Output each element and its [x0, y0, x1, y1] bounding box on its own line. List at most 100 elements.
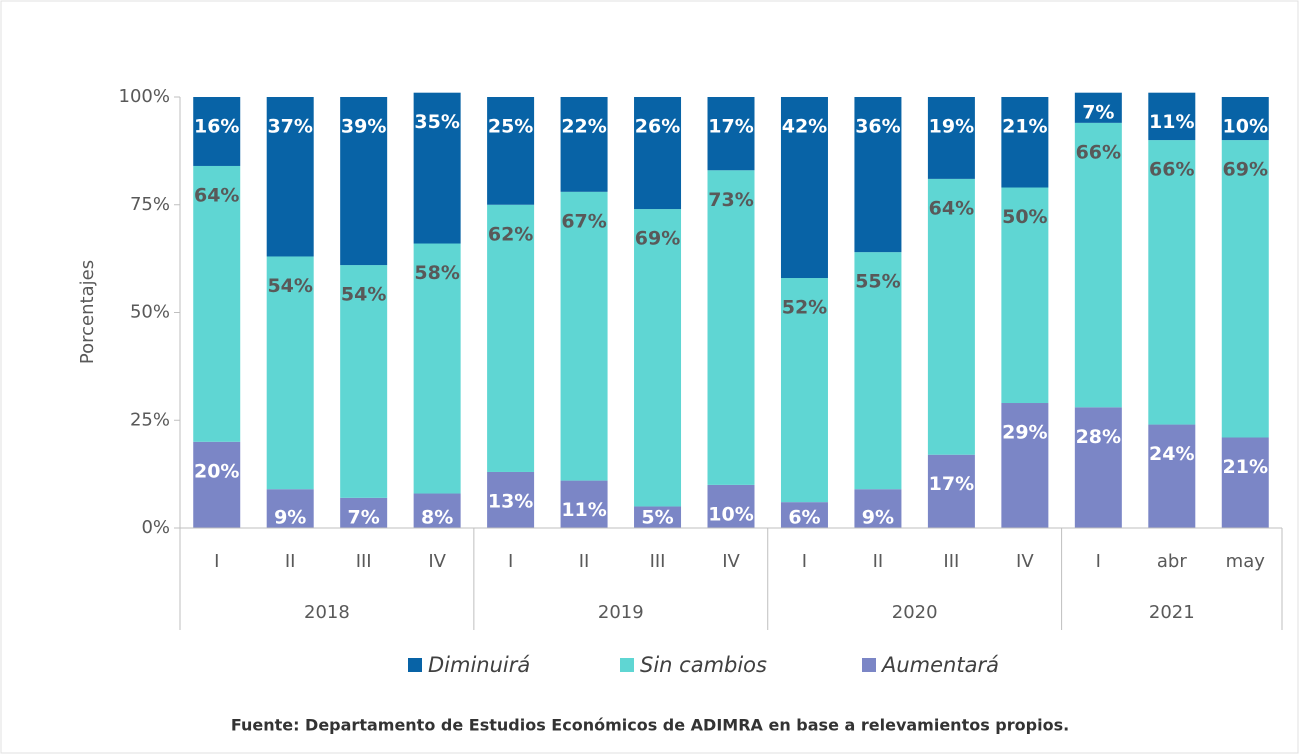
bar-segment — [560, 191, 608, 481]
value-label: 10% — [1223, 116, 1268, 138]
value-label: 42% — [782, 116, 827, 138]
bar-segment — [487, 97, 535, 205]
bar-segment — [780, 502, 828, 528]
bar-segment — [560, 97, 608, 192]
bar-segment — [927, 178, 975, 455]
value-label: 52% — [782, 297, 827, 319]
bar-segment — [1074, 92, 1122, 123]
bar-segment — [634, 97, 682, 210]
group-label: 2021 — [1149, 602, 1195, 623]
value-label: 64% — [194, 184, 239, 206]
value-label: 69% — [635, 228, 680, 250]
bar-segment — [193, 441, 241, 528]
bar-segment — [487, 204, 535, 472]
y-tick-label: 25% — [130, 409, 170, 430]
bar-segment — [1074, 407, 1122, 528]
bar-segment — [266, 256, 314, 490]
y-axis-title: Porcentajes — [77, 260, 98, 364]
value-label: 10% — [708, 503, 753, 525]
value-label: 29% — [1002, 422, 1047, 444]
bar-segment — [854, 489, 902, 528]
value-label: 66% — [1149, 159, 1194, 181]
bar-segment — [927, 454, 975, 528]
bar-segment — [634, 506, 682, 528]
legend-label: Aumentará — [880, 653, 999, 677]
x-tick-label: II — [579, 551, 590, 572]
bar-segment — [854, 252, 902, 490]
value-label: 39% — [341, 116, 386, 138]
value-label: 20% — [194, 460, 239, 482]
value-label: 64% — [929, 197, 974, 219]
bar-segment — [1074, 122, 1122, 408]
bar-segment — [780, 278, 828, 503]
x-tick-label: I — [1096, 551, 1101, 572]
bar-segment — [413, 493, 461, 528]
y-tick-label: 0% — [141, 517, 170, 538]
x-tick-label: III — [650, 551, 666, 572]
value-label: 66% — [1076, 141, 1121, 163]
value-label: 26% — [635, 116, 680, 138]
bar-segment — [487, 471, 535, 528]
legend-label: Diminuirá — [428, 653, 530, 677]
value-label: 7% — [348, 507, 380, 529]
value-label: 17% — [708, 116, 753, 138]
value-label: 8% — [421, 507, 453, 529]
value-label: 54% — [341, 284, 386, 306]
bar-segment — [1221, 437, 1269, 528]
value-label: 36% — [855, 116, 900, 138]
bar-segment — [1148, 140, 1196, 425]
bar-segment — [1221, 97, 1269, 141]
bar-segment — [340, 265, 388, 498]
value-label: 50% — [1002, 206, 1047, 228]
x-tick-label: may — [1226, 551, 1266, 572]
bar-segment — [1148, 424, 1196, 528]
bar-segment — [780, 97, 828, 279]
bar-segment — [1148, 92, 1196, 141]
legend-swatch — [620, 658, 634, 672]
value-label: 25% — [488, 116, 533, 138]
value-label: 54% — [267, 275, 312, 297]
legend-label: Sin cambios — [640, 653, 767, 677]
value-label: 69% — [1223, 159, 1268, 181]
value-label: 35% — [414, 111, 459, 133]
value-label: 37% — [267, 116, 312, 138]
value-label: 6% — [788, 507, 820, 529]
value-label: 22% — [561, 116, 606, 138]
value-label: 62% — [488, 223, 533, 245]
bar-segment — [193, 97, 241, 166]
bar-segment — [266, 97, 314, 257]
x-tick-label: II — [873, 551, 884, 572]
bar-segment — [634, 209, 682, 507]
group-label: 2019 — [598, 602, 644, 623]
value-label: 19% — [929, 116, 974, 138]
bar-segment — [707, 170, 755, 485]
x-tick-label: II — [285, 551, 296, 572]
bar-segment — [1001, 97, 1049, 188]
x-tick-label: III — [356, 551, 372, 572]
y-tick-label: 50% — [130, 302, 170, 323]
value-label: 21% — [1223, 456, 1268, 478]
group-label: 2018 — [304, 602, 350, 623]
value-label: 21% — [1002, 116, 1047, 138]
bar-segment — [560, 480, 608, 528]
value-label: 55% — [855, 271, 900, 293]
y-tick-label: 75% — [130, 194, 170, 215]
value-label: 73% — [708, 189, 753, 211]
bar-segment — [854, 97, 902, 253]
value-label: 24% — [1149, 443, 1194, 465]
legend-swatch — [408, 658, 422, 672]
bar-segment — [413, 92, 461, 244]
value-label: 28% — [1076, 426, 1121, 448]
x-tick-label: III — [943, 551, 959, 572]
value-label: 17% — [929, 473, 974, 495]
bar-segment — [1001, 187, 1049, 404]
value-label: 11% — [1149, 111, 1194, 133]
bar-segment — [1221, 140, 1269, 438]
value-label: 7% — [1082, 101, 1114, 123]
value-label: 67% — [561, 210, 606, 232]
bar-segment — [340, 97, 388, 266]
value-label: 9% — [862, 507, 894, 529]
x-tick-label: I — [214, 551, 219, 572]
bar-segment — [340, 497, 388, 528]
